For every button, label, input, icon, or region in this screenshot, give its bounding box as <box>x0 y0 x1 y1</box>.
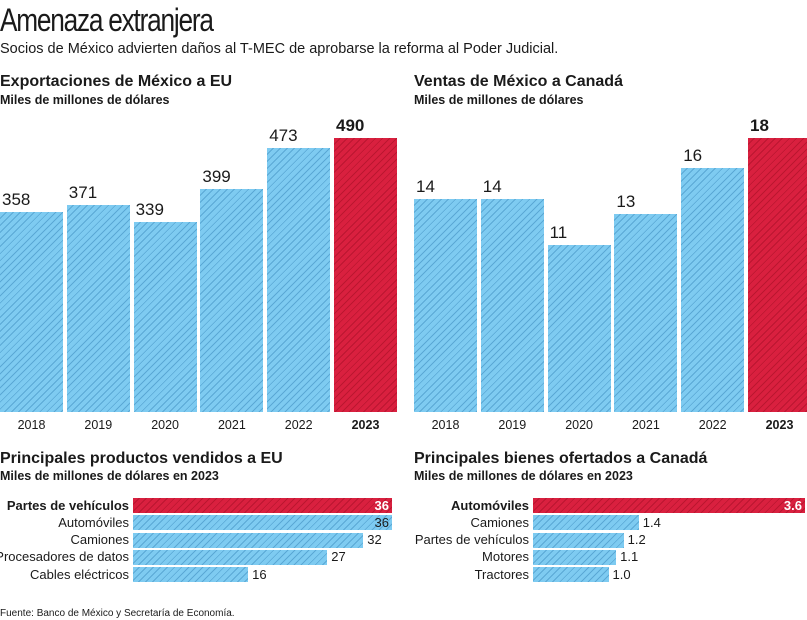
chart-4-subtitle: Miles de millones de dólares en 2023 <box>414 469 633 483</box>
bar-2020 <box>133 222 197 412</box>
bar-2022 <box>267 147 331 412</box>
hbar-0 <box>533 498 805 513</box>
x-tick-2019: 2019 <box>84 418 113 432</box>
chart-1-title: Exportaciones de México a EU <box>0 73 233 90</box>
chart-4-title: Principales bienes ofertados a Canadá <box>414 450 708 467</box>
value-label-2019: 14 <box>482 176 502 196</box>
bar-2023 <box>748 138 807 412</box>
hbar-value-0: 3.6 <box>783 497 802 513</box>
bar-2019 <box>66 204 130 412</box>
row-label-1: Automóviles <box>58 514 129 530</box>
bar-2021 <box>614 214 678 412</box>
hbar-2 <box>533 532 624 548</box>
hbar-value-3: 27 <box>331 549 346 565</box>
row-label-2: Camiones <box>70 532 129 548</box>
bar-2018 <box>0 211 63 412</box>
x-tick-2022: 2022 <box>698 418 727 432</box>
hbar-0 <box>133 498 392 513</box>
hbar-value-4: 1.0 <box>612 566 631 582</box>
chart-2-title: Ventas de México a Canadá <box>414 73 623 90</box>
hbar-2 <box>133 532 364 548</box>
x-tick-2018: 2018 <box>17 418 46 432</box>
bar-2018 <box>414 198 477 412</box>
x-tick-2020: 2020 <box>565 418 593 432</box>
chart-2-subtitle: Miles de millones de dólares <box>414 93 584 107</box>
hbar-value-2: 1.2 <box>627 532 646 548</box>
hbar-value-3: 1.1 <box>620 549 639 565</box>
row-label-1: Camiones <box>470 514 529 530</box>
hbar-value-2: 32 <box>367 532 382 548</box>
bar-2023 <box>334 138 397 412</box>
value-label-2018: 358 <box>2 189 31 209</box>
value-label-2023: 18 <box>750 116 769 135</box>
row-label-2: Partes de vehículos <box>414 532 529 548</box>
row-label-3: Procesadores de datos <box>0 549 129 565</box>
chart-3-title: Principales productos vendidos a EU <box>0 450 283 467</box>
value-label-2022: 16 <box>683 146 703 166</box>
x-tick-2023: 2023 <box>765 418 794 432</box>
source-note: Fuente: Banco de México y Secretaría de … <box>0 608 235 619</box>
hbar-4 <box>533 567 609 583</box>
value-label-2021: 13 <box>616 192 636 212</box>
hbar-value-4: 16 <box>252 566 267 582</box>
page-title: Amenaza extranjera <box>0 2 214 38</box>
row-label-4: Tractores <box>474 566 529 582</box>
x-tick-2019: 2019 <box>498 418 527 432</box>
value-label-2022: 473 <box>269 125 298 145</box>
x-tick-2023: 2023 <box>351 418 380 432</box>
value-label-2020: 11 <box>549 222 568 242</box>
hbar-3 <box>133 549 328 565</box>
value-label-2018: 14 <box>416 176 435 196</box>
row-label-0: Partes de vehículos <box>6 497 129 513</box>
value-label-2020: 339 <box>135 200 164 220</box>
x-tick-2021: 2021 <box>631 418 660 432</box>
hbar-value-1: 36 <box>374 514 389 530</box>
x-tick-2022: 2022 <box>284 418 313 432</box>
value-label-2023: 490 <box>336 116 365 135</box>
value-label-2021: 399 <box>202 166 231 186</box>
hbar-value-1: 1.4 <box>642 514 661 530</box>
hbar-4 <box>133 567 249 583</box>
row-label-0: Automóviles <box>450 497 529 513</box>
page-subtitle: Socios de México advierten daños al T-ME… <box>0 41 559 57</box>
x-tick-2020: 2020 <box>151 418 179 432</box>
hbar-1 <box>533 515 639 531</box>
hbar-value-0: 36 <box>374 497 389 513</box>
value-label-2019: 371 <box>68 182 98 202</box>
bar-2021 <box>200 188 264 412</box>
bar-2022 <box>681 168 745 412</box>
bar-2019 <box>480 198 544 412</box>
hbar-3 <box>533 549 617 565</box>
x-tick-2021: 2021 <box>217 418 246 432</box>
chart-1-subtitle: Miles de millones de dólares <box>0 93 170 107</box>
row-label-4: Cables eléctricos <box>30 566 129 582</box>
chart-3-subtitle: Miles de millones de dólares en 2023 <box>0 469 219 483</box>
row-label-3: Motores <box>482 549 529 565</box>
hbar-1 <box>133 515 392 531</box>
x-tick-2018: 2018 <box>431 418 460 432</box>
bar-2020 <box>547 244 611 412</box>
